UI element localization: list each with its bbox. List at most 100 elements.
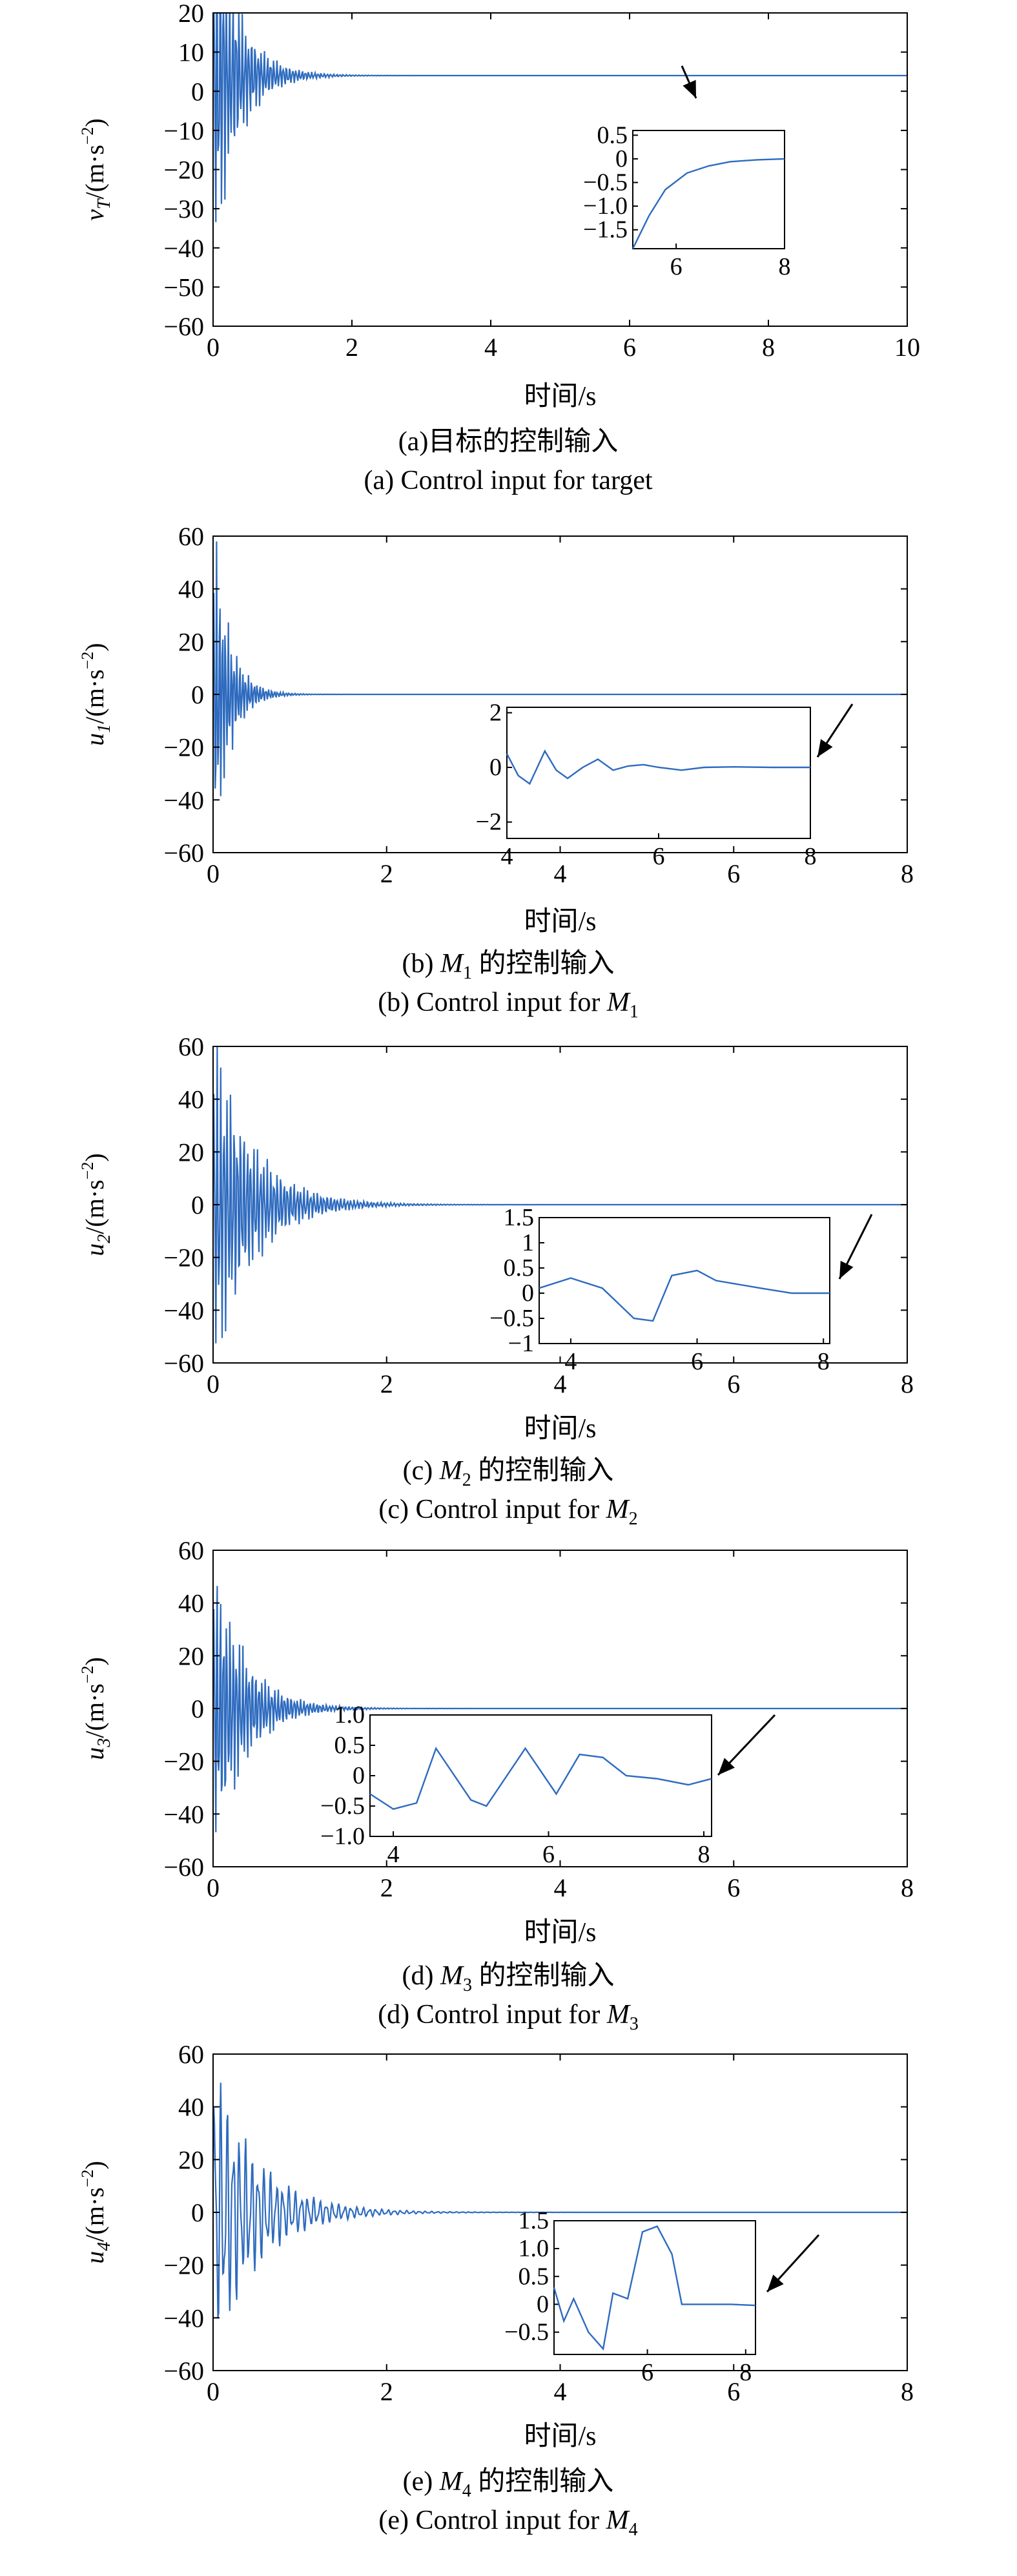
inset-y-tick-label: −1.0 — [583, 192, 628, 220]
inset-y-tick-label: 1.5 — [504, 1204, 535, 1231]
y-tick-label: 40 — [178, 2093, 204, 2122]
y-tick-label: 60 — [178, 2040, 204, 2069]
inset-y-tick-label: 0 — [489, 754, 502, 781]
inset-y-tick-label: −1.5 — [583, 216, 628, 244]
y-tick-label: −30 — [163, 194, 204, 223]
y-tick-label: 20 — [178, 1641, 204, 1670]
x-tick-label: 4 — [554, 2377, 567, 2406]
y-tick-label: 20 — [178, 1137, 204, 1167]
y-tick-label: −20 — [163, 1243, 204, 1272]
y-tick-label: −40 — [163, 785, 204, 815]
y-axis-label: u3/(m·s−2) — [78, 1657, 114, 1760]
inset-frame — [632, 130, 785, 249]
inset-x-tick-label: 8 — [697, 1841, 710, 1868]
inset-y-tick-label: 0.5 — [334, 1732, 365, 1759]
y-tick-label: −20 — [163, 1747, 204, 1776]
inset-series-line — [553, 2225, 756, 2351]
inset-plot: 6 8 −1.5−1.0−0.500.5 — [583, 121, 790, 280]
x-tick-label: 0 — [207, 1873, 220, 1902]
inset-series-line — [539, 1269, 830, 1322]
inset-y-tick-label: 2 — [489, 699, 502, 726]
caption-english: (c) Control input for M2 — [378, 1495, 637, 1529]
y-tick-label: −20 — [163, 2251, 204, 2280]
series-line — [213, 1046, 907, 1344]
y-tick-label: −60 — [163, 1853, 204, 1882]
inset-x-tick-label: 4 — [387, 1841, 400, 1868]
inset-plot: 6 8 −0.500.51.01.5 — [504, 2207, 756, 2386]
annotation-arrowhead — [718, 1758, 735, 1775]
y-tick-label: 0 — [191, 77, 204, 106]
x-tick-label: 4 — [554, 1873, 567, 1902]
x-tick-label: 2 — [345, 333, 358, 362]
y-tick-label: 0 — [191, 1694, 204, 1723]
y-tick-label: −60 — [163, 1349, 204, 1378]
caption-english: (a) Control input for target — [364, 466, 652, 495]
caption-chinese: (e) M4 的控制输入 — [403, 2467, 614, 2501]
inset-x-tick-label: 6 — [653, 843, 665, 870]
x-tick-label: 10 — [894, 333, 920, 362]
caption-chinese: (c) M2 的控制输入 — [403, 1456, 614, 1490]
caption-chinese: (a)目标的控制输入 — [398, 427, 619, 457]
y-tick-label: −40 — [163, 2303, 204, 2332]
x-axis-label: 时间/s — [524, 2422, 596, 2451]
inset-plot: 4 6 8 −1.0 −0.5 0 0.5 1.0 — [320, 1701, 712, 1868]
y-tick-label: −10 — [163, 116, 204, 145]
inset-x-tick-label: 4 — [564, 1348, 577, 1375]
inset-frame — [369, 1714, 712, 1837]
inset-y-tick-label: 0.5 — [597, 121, 628, 149]
x-tick-label: 2 — [380, 2377, 393, 2406]
y-tick-label: −40 — [163, 234, 204, 263]
y-tick-label: 20 — [178, 0, 204, 28]
inset-series-line — [632, 158, 785, 249]
inset-frame — [506, 707, 811, 839]
inset-plot: 4 6 8 −2 0 2 — [476, 699, 817, 870]
inset-x-tick-label: 8 — [817, 1348, 830, 1375]
y-tick-label: −40 — [163, 1800, 204, 1829]
x-tick-label: 6 — [727, 859, 740, 888]
x-axis-label: 时间/s — [524, 1414, 596, 1444]
x-tick-label: 0 — [207, 2377, 220, 2406]
inset-y-tick-label: 1.0 — [334, 1701, 365, 1729]
x-tick-label: 2 — [380, 1369, 393, 1398]
x-axis-label: 时间/s — [524, 382, 596, 411]
chart-panel-1: 0 2 4 6 8 10 −60 −50 −40 −30 −20 −10 0 10 20 时间/s vT/(m·… — [78, 0, 920, 495]
x-tick-label: 8 — [901, 859, 914, 888]
y-tick-label: −20 — [163, 733, 204, 762]
inset-y-tick-label: −2 — [476, 809, 502, 836]
caption-chinese: (b) M1 的控制输入 — [402, 949, 615, 983]
inset-x-tick-label: 6 — [641, 2359, 653, 2386]
inset-y-tick-label: 0.5 — [504, 1254, 535, 1282]
series-line — [213, 13, 907, 222]
y-tick-label: −40 — [163, 1296, 204, 1325]
x-tick-label: 4 — [554, 1369, 567, 1398]
y-tick-label: 40 — [178, 575, 204, 604]
x-tick-label: 6 — [623, 333, 636, 362]
y-tick-label: 40 — [178, 1085, 204, 1114]
inset-y-tick-label: 0 — [615, 145, 628, 172]
y-tick-label: −60 — [163, 2356, 204, 2385]
inset-y-tick-label: 0 — [353, 1762, 365, 1789]
x-axis-label: 时间/s — [524, 1918, 596, 1948]
annotation-arrowhead — [839, 1260, 854, 1279]
inset-y-tick-label: 1.5 — [519, 2207, 550, 2234]
y-tick-label: 60 — [178, 522, 204, 551]
y-tick-label: −60 — [163, 838, 204, 867]
annotation-arrowhead — [683, 79, 696, 98]
series-line — [213, 2083, 907, 2318]
caption-english: (d) Control input for M3 — [378, 2000, 639, 2034]
y-tick-label: 40 — [178, 1589, 204, 1618]
caption-english: (b) Control input for M1 — [378, 988, 639, 1022]
y-tick-label: −50 — [163, 273, 204, 302]
inset-x-tick-label: 8 — [739, 2359, 752, 2386]
y-tick-label: 20 — [178, 627, 204, 656]
inset-series-line — [506, 749, 810, 785]
annotation-arrowhead — [767, 2274, 784, 2292]
x-axis-label: 时间/s — [524, 907, 596, 937]
inset-x-tick-label: 8 — [779, 253, 791, 280]
y-axis-label: u1/(m·s−2) — [78, 643, 114, 745]
inset-y-tick-label: −1 — [508, 1330, 534, 1357]
x-tick-label: 8 — [901, 2377, 914, 2406]
